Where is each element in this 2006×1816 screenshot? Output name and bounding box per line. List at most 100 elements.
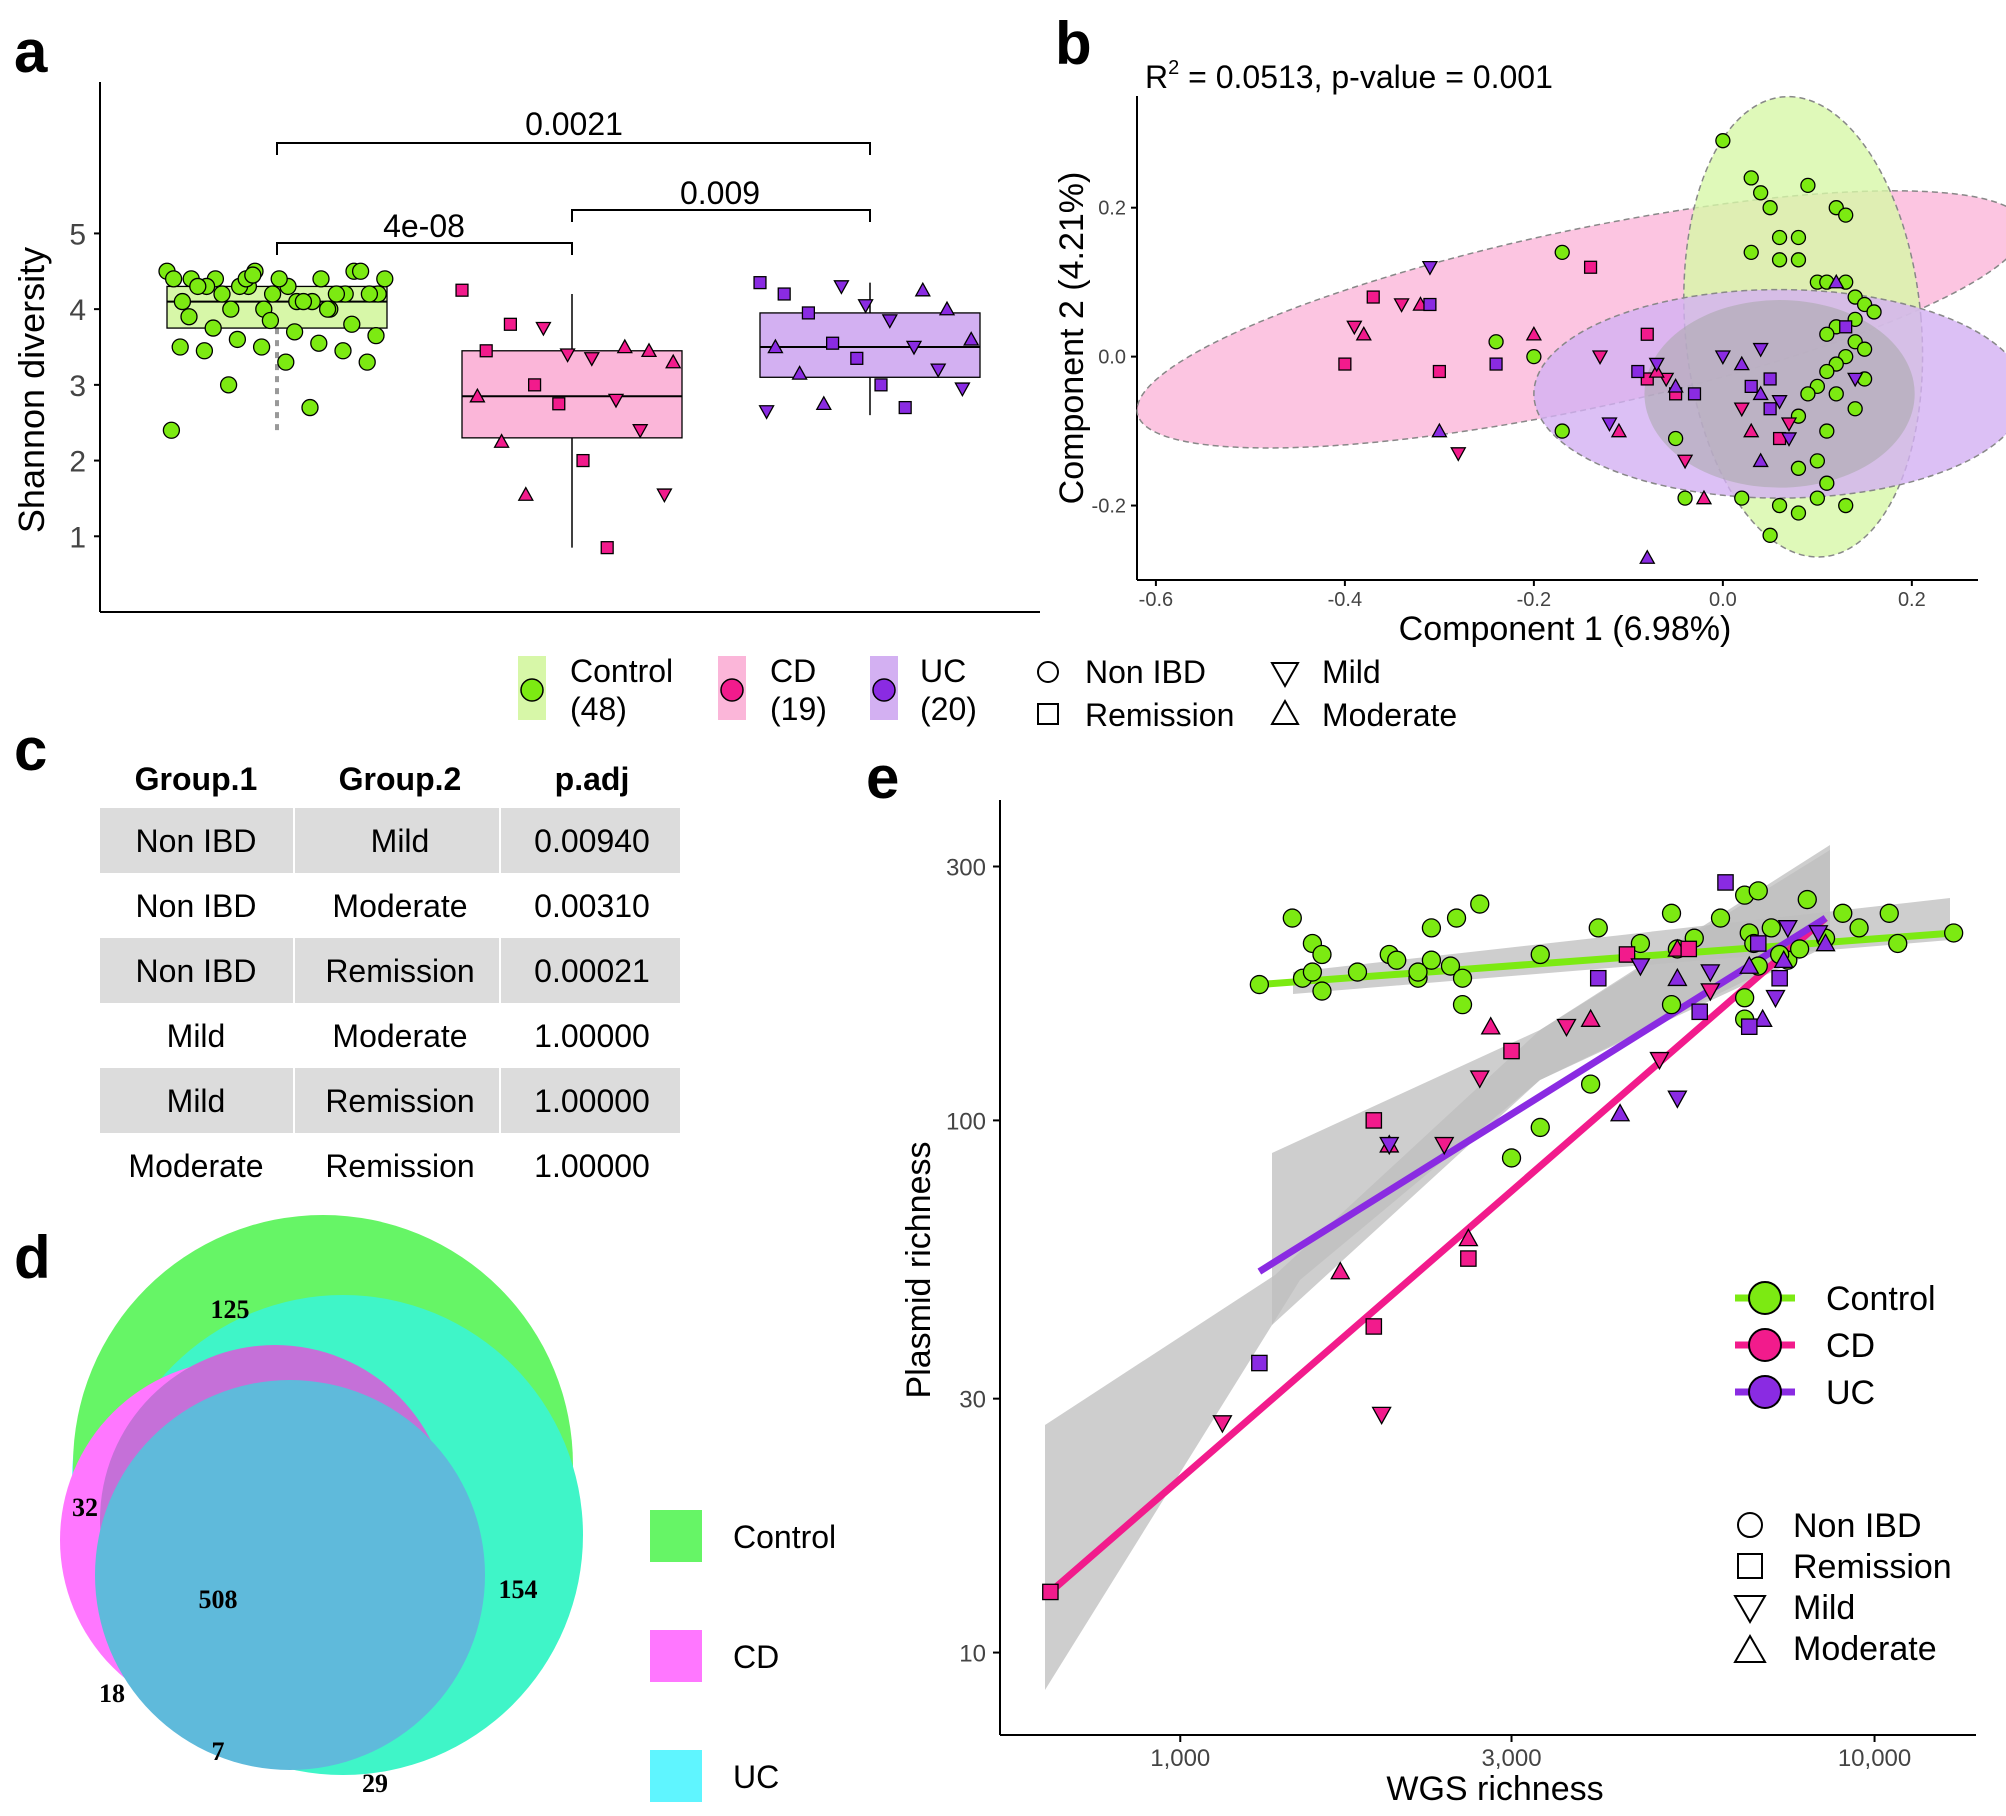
legend-ab-square-icon <box>1037 703 1059 725</box>
legend-e-square-icon <box>1737 1553 1763 1579</box>
point-control <box>1249 974 1270 995</box>
point-uc <box>791 365 808 380</box>
table-row-shade <box>100 1068 680 1133</box>
point-cd <box>607 393 625 409</box>
point-uc <box>1749 935 1767 952</box>
point-uc <box>801 306 816 320</box>
point-control <box>1797 889 1817 910</box>
table-cell: Moderate <box>332 888 467 924</box>
legend-e-remission-label: Remission <box>1793 1548 1952 1586</box>
table-header-group2: Group.2 <box>339 761 462 797</box>
point-control <box>173 292 192 311</box>
panel-e-legend-groups: Control CD UC <box>1735 1280 1936 1412</box>
x-tick-label: 10,000 <box>1838 1745 1911 1772</box>
table-cell: Moderate <box>128 1148 263 1184</box>
point-cd <box>583 352 600 367</box>
venn-all-overlap <box>95 1380 485 1770</box>
point-control <box>1347 962 1368 982</box>
point-cd <box>503 317 518 331</box>
point-cd <box>559 348 576 363</box>
table-cell: Non IBD <box>136 823 257 859</box>
point-control <box>285 323 304 341</box>
point-cd <box>616 338 633 354</box>
y-tick-label: 100 <box>946 1108 986 1135</box>
panel-e-x-ticks: 1,000 3,000 10,000 <box>1150 1735 1911 1772</box>
point-cd <box>1680 940 1698 958</box>
point-control <box>219 376 238 394</box>
point-uc <box>833 280 850 295</box>
point-uc <box>1815 933 1836 952</box>
panel-a-boxes <box>166 271 981 548</box>
legend-e-uc-marker <box>1748 1375 1782 1409</box>
venn-legend-uc-swatch <box>650 1750 702 1802</box>
venn-legend-control-label: Control <box>733 1519 836 1555</box>
point-control <box>228 330 247 349</box>
table-cell: 0.00310 <box>534 888 650 924</box>
venn-count-control-only: 125 <box>211 1295 250 1324</box>
point-control <box>1667 430 1684 447</box>
point-control <box>312 270 330 288</box>
point-cd <box>1640 372 1654 386</box>
point-control <box>1809 453 1826 469</box>
point-uc <box>1771 395 1788 410</box>
panel-b-points <box>1338 133 1882 564</box>
point-control <box>1554 244 1570 261</box>
table-row: Non IBD Moderate 0.00310 <box>136 888 650 924</box>
point-uc <box>1714 350 1731 365</box>
point-control <box>263 285 282 303</box>
point-cd <box>455 283 469 297</box>
point-control <box>252 338 271 356</box>
point-control <box>1526 348 1542 365</box>
point-uc <box>753 276 767 290</box>
point-control <box>1302 962 1323 982</box>
point-cd <box>517 486 534 501</box>
legend-ab-cd-marker <box>720 678 744 702</box>
point-cd <box>1338 357 1352 371</box>
legend-ab-cd-count: (19) <box>770 691 827 727</box>
point-control <box>367 326 385 345</box>
bracket-control-cd <box>276 242 573 255</box>
point-cd <box>1450 447 1467 462</box>
point-uc <box>905 340 923 356</box>
point-cd <box>632 424 649 439</box>
point-cd <box>1525 325 1542 341</box>
point-control <box>294 292 313 311</box>
ellipse-overlap <box>1644 300 1915 488</box>
point-uc <box>1740 1018 1758 1035</box>
point-uc <box>857 299 874 314</box>
table-row-shade <box>100 938 680 1003</box>
point-uc <box>1421 261 1439 276</box>
point-uc <box>1847 372 1864 388</box>
legend-ab-mild-label: Mild <box>1322 654 1381 690</box>
point-cd <box>1365 1318 1383 1335</box>
point-cd <box>1480 1016 1501 1035</box>
box-uc <box>759 312 981 378</box>
point-control <box>277 353 295 371</box>
point-uc <box>1777 920 1798 939</box>
point-uc <box>881 314 898 329</box>
point-cd <box>1042 1583 1059 1601</box>
point-cd <box>528 378 542 392</box>
table-row: Non IBD Remission 0.00021 <box>136 953 650 989</box>
legend-e-nonibd-label: Non IBD <box>1793 1507 1922 1545</box>
point-uc <box>874 378 888 392</box>
table-cell: 0.00940 <box>534 823 650 859</box>
point-cd <box>1458 1228 1479 1247</box>
panel-b-stat-text: R2 = 0.0513, p-value = 0.001 <box>1145 57 1553 95</box>
point-control <box>1800 386 1816 402</box>
table-row: Mild Moderate 1.00000 <box>167 1018 650 1054</box>
table-row: Non IBD Mild 0.00940 <box>136 823 650 859</box>
point-control <box>1661 903 1682 923</box>
x-tick-label: 3,000 <box>1481 1745 1541 1772</box>
legend-ab-nonibd-label: Non IBD <box>1085 654 1206 690</box>
point-control <box>1282 908 1302 928</box>
point-control <box>1771 252 1788 268</box>
bracket-cd-uc <box>571 209 871 222</box>
point-control <box>189 277 207 296</box>
point-cd <box>1700 983 1721 1002</box>
point-control <box>1790 229 1807 246</box>
panel-label-e: e <box>866 744 899 811</box>
table-cell: Remission <box>325 1083 474 1119</box>
point-control <box>204 319 222 337</box>
